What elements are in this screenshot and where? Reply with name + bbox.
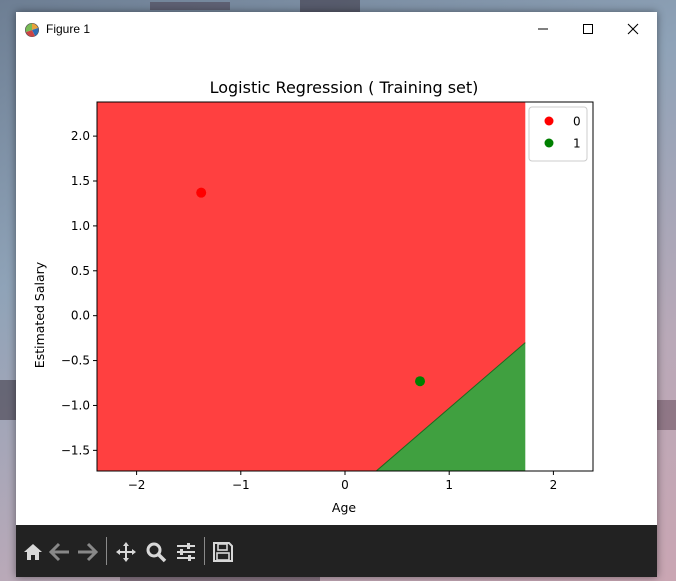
x-tick-label: 1 [445, 478, 453, 492]
home-button[interactable] [20, 539, 46, 565]
x-axis-label: Age [332, 500, 356, 515]
decision-boundary [375, 342, 526, 472]
close-icon [627, 23, 639, 35]
legend: 01 [528, 106, 588, 162]
x-tick-label: −2 [128, 478, 146, 492]
x-tick-label: 2 [550, 478, 558, 492]
y-tick-label: 0.5 [71, 264, 90, 278]
legend-label: 1 [573, 137, 581, 151]
toolbar-separator [204, 537, 205, 565]
figure-window: Figure 1 Logistic Regression ( Training … [16, 12, 657, 577]
legend-label: 0 [573, 115, 581, 129]
minimize-button[interactable] [520, 12, 566, 46]
y-axis-ticks: 2.0 1.5 1.0 0.5 0.0 −0.5 −1.0 −1.5 [61, 129, 97, 457]
y-tick-label: 1.5 [71, 174, 90, 188]
forward-button[interactable] [74, 539, 100, 565]
figure-canvas[interactable]: Logistic Regression ( Training set) −2 −1… [16, 46, 657, 525]
y-tick-label: 0.0 [71, 309, 90, 323]
save-button[interactable] [210, 539, 236, 565]
save-icon [213, 542, 233, 562]
title-bar[interactable]: Figure 1 [16, 12, 657, 46]
x-tick-label: 0 [341, 478, 349, 492]
matplotlib-app-icon [25, 23, 39, 37]
scatter-point-class-0 [196, 187, 207, 198]
configure-subplots-icon [177, 543, 195, 561]
y-tick-label: −0.5 [61, 354, 90, 368]
legend-marker-1 [544, 138, 554, 148]
legend-box [528, 106, 588, 162]
close-button[interactable] [610, 12, 656, 46]
configure-subplots-button[interactable] [173, 539, 199, 565]
x-axis-ticks: −2 −1 0 1 2 [128, 471, 557, 492]
y-tick-label: 2.0 [71, 129, 90, 143]
y-axis-label: Estimated Salary [32, 261, 47, 368]
boundary-line [375, 342, 526, 472]
x-tick-label: −1 [232, 478, 250, 492]
back-button[interactable] [47, 539, 73, 565]
toolbar-separator [106, 537, 107, 565]
chart: Logistic Regression ( Training set) −2 −1… [32, 78, 594, 515]
scatter-point-class-1 [415, 376, 426, 387]
window-title: Figure 1 [46, 22, 91, 36]
back-arrow-icon [49, 542, 69, 562]
zoom-icon [146, 542, 167, 563]
home-icon [24, 544, 42, 560]
y-tick-label: 1.0 [71, 219, 90, 233]
pan-icon [116, 542, 136, 562]
chart-title: Logistic Regression ( Training set) [210, 78, 479, 97]
forward-arrow-icon [78, 542, 98, 562]
maximize-button[interactable] [565, 12, 611, 46]
navigation-toolbar [16, 525, 657, 577]
y-tick-label: −1.5 [61, 443, 90, 457]
maximize-icon [583, 24, 593, 34]
minimize-icon [538, 28, 548, 30]
legend-marker-0 [544, 116, 554, 126]
scatter-points [196, 187, 426, 387]
y-tick-label: −1.0 [61, 398, 90, 412]
pan-button[interactable] [113, 539, 139, 565]
decision-regions [97, 102, 526, 471]
zoom-button[interactable] [143, 539, 169, 565]
